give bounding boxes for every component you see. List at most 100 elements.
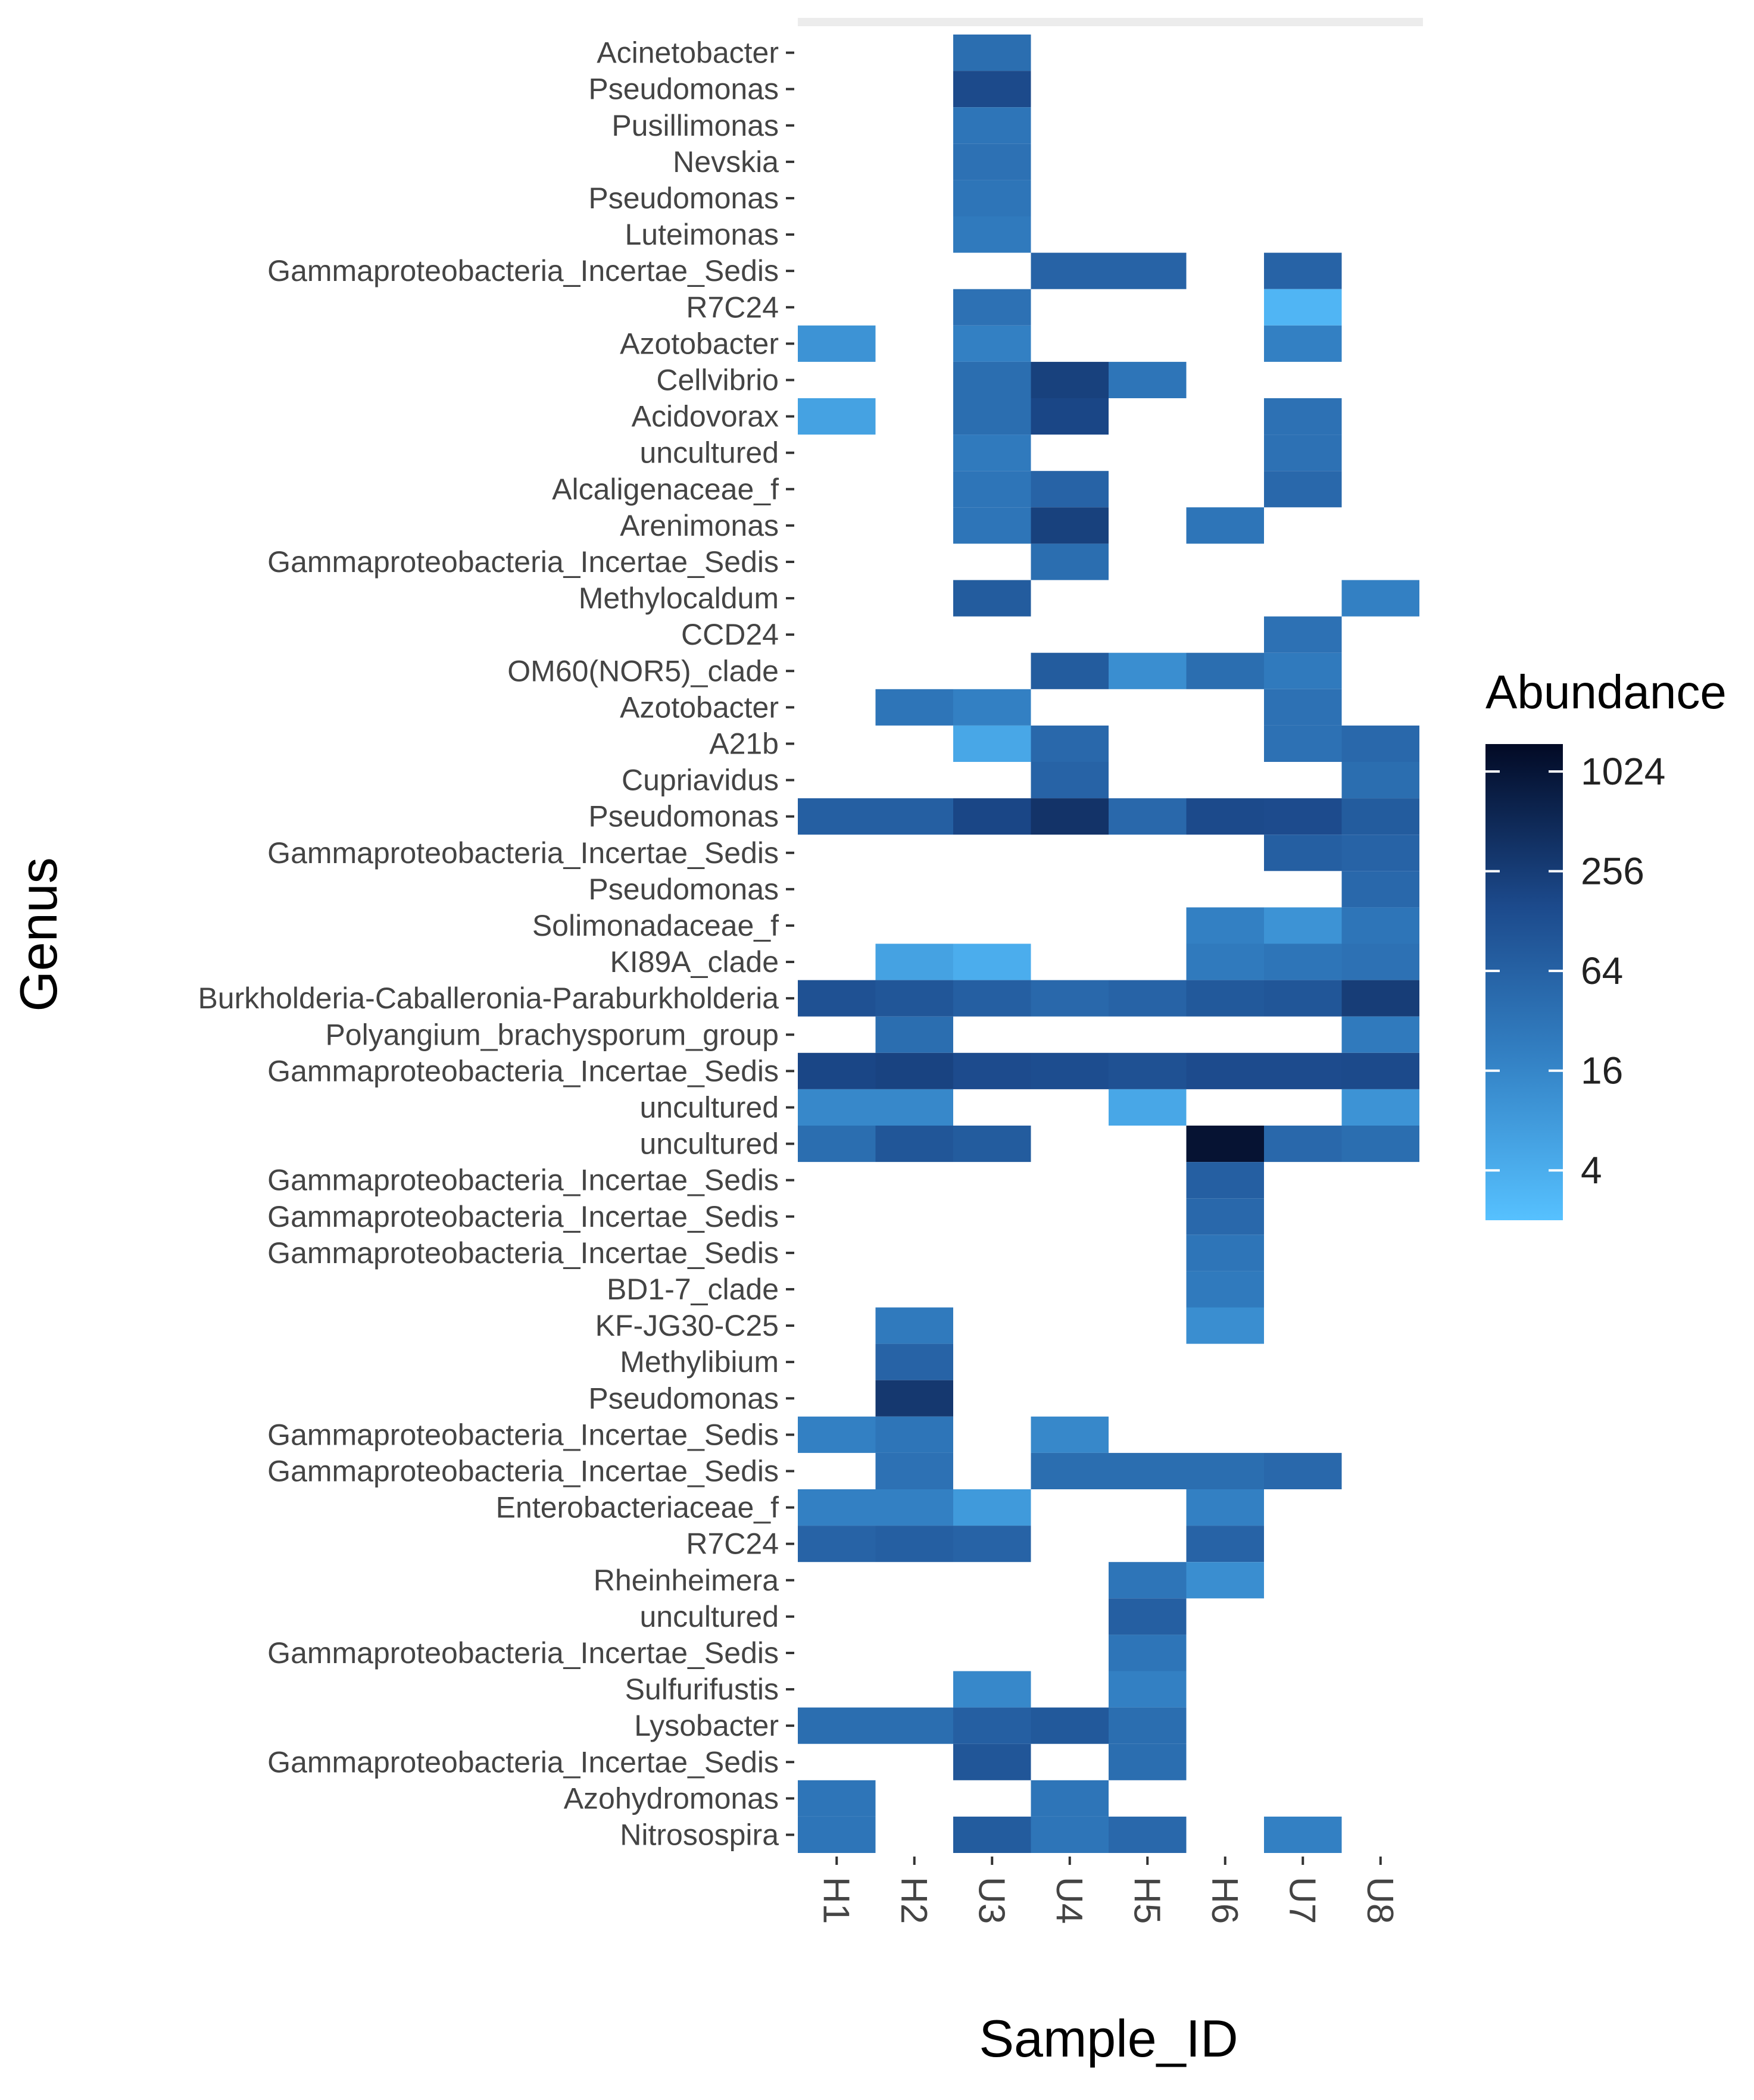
heatmap-cell — [1186, 652, 1264, 689]
heatmap-cell — [1264, 398, 1342, 435]
genus-label: A21b — [709, 727, 779, 760]
heatmap-cell — [1264, 616, 1342, 653]
heatmap-cell — [1341, 943, 1419, 980]
genus-label: KF-JG30-C25 — [595, 1309, 779, 1342]
heatmap-cell — [953, 398, 1031, 435]
heatmap-cell — [1109, 1089, 1187, 1126]
genus-label: uncultured — [640, 436, 779, 470]
color-legend: Abundance 4 16 64 256 1024 — [1485, 665, 1727, 1220]
heatmap-cell — [1341, 1016, 1419, 1053]
heatmap-cell — [1264, 1052, 1342, 1089]
heatmap-cell — [875, 1489, 953, 1526]
genus-label: Cupriavidus — [622, 764, 779, 797]
heatmap-cell — [1264, 798, 1342, 835]
heatmap-cell — [1264, 980, 1342, 1017]
heatmap-cell — [798, 1416, 876, 1453]
genus-label: Rheinheimera — [594, 1564, 779, 1597]
y-axis-title: Genus — [9, 857, 68, 1011]
genus-label: Gammaproteobacteria_Incertae_Sedis — [267, 1236, 779, 1270]
heatmap-cell — [1264, 835, 1342, 871]
sample-label: U4 — [1048, 1877, 1090, 1924]
genus-label: Methylibium — [620, 1345, 779, 1379]
genus-label: Pseudomonas — [588, 873, 779, 906]
heatmap-cell — [1109, 1452, 1187, 1489]
heatmap-cell — [1341, 798, 1419, 835]
heatmap-cell — [798, 980, 876, 1017]
heatmap-cell — [875, 980, 953, 1017]
panel-top-strip — [798, 18, 1423, 26]
genus-label: Burkholderia-Caballeronia-Paraburkholder… — [198, 982, 779, 1015]
x-axis: H1 H2 U3 U4 H5 H6 U7 U8 — [815, 1857, 1400, 1924]
legend-ticks: 4 16 64 256 1024 — [1485, 750, 1665, 1192]
heatmap-cell — [798, 398, 876, 435]
heatmap-cell — [1264, 689, 1342, 726]
heatmap-cell — [1109, 980, 1187, 1017]
heatmap-cell — [953, 943, 1031, 980]
heatmap-cell — [875, 689, 953, 726]
heatmap-cell — [1109, 361, 1187, 398]
heatmap-cell — [953, 107, 1031, 144]
genus-label: Solimonadaceae_f — [532, 909, 779, 942]
genus-label: Acidovorax — [632, 400, 779, 433]
genus-label: Azotobacter — [620, 690, 779, 724]
genus-label: Gammaproteobacteria_Incertae_Sedis — [267, 1454, 779, 1488]
genus-label: Lysobacter — [634, 1709, 779, 1742]
heatmap-cell — [1264, 1452, 1342, 1489]
heatmap-cell — [1341, 1089, 1419, 1126]
heatmap-cell — [1264, 907, 1342, 944]
heatmap-cell — [1031, 725, 1109, 762]
heatmap-cell — [798, 1489, 876, 1526]
heatmap-cell — [1264, 289, 1342, 326]
heatmap-cell — [875, 1016, 953, 1053]
genus-label: Methylocaldum — [579, 582, 779, 615]
genus-label: R7C24 — [686, 1527, 779, 1561]
heatmap-cell — [1031, 1780, 1109, 1817]
heatmap-cell — [1186, 1526, 1264, 1562]
genus-label: OM60(NOR5)_clade — [507, 654, 779, 688]
heatmap-cell — [798, 325, 876, 362]
heatmap-cell — [1109, 1816, 1187, 1853]
genus-label: Enterobacteriaceae_f — [496, 1491, 779, 1524]
genus-label: Sulfurifustis — [625, 1673, 779, 1706]
heatmap-cell — [1031, 1707, 1109, 1744]
heatmap-cell — [1109, 1707, 1187, 1744]
heatmap-cell — [1264, 1126, 1342, 1162]
heatmap-cell — [1186, 907, 1264, 944]
genus-label: Nitrosospira — [620, 1818, 779, 1851]
genus-label: Pseudomonas — [588, 1382, 779, 1415]
heatmap-cell — [953, 471, 1031, 508]
heatmap-cell — [1109, 652, 1187, 689]
heatmap-cell — [953, 725, 1031, 762]
sample-label: H5 — [1126, 1877, 1167, 1924]
heatmap-cell — [1031, 361, 1109, 398]
heatmap-cell — [798, 1526, 876, 1562]
heatmap-cell — [1031, 1416, 1109, 1453]
genus-label: Pseudomonas — [588, 182, 779, 215]
heatmap-cell — [1031, 1452, 1109, 1489]
heatmap-cell — [1186, 798, 1264, 835]
heatmap-cell — [1341, 980, 1419, 1017]
heatmap-cell — [1031, 652, 1109, 689]
heatmap-cell — [1186, 507, 1264, 544]
heatmap-cell — [953, 143, 1031, 180]
heatmap-cell — [1264, 725, 1342, 762]
genus-label: Gammaproteobacteria_Incertae_Sedis — [267, 1418, 779, 1451]
heatmap-cell — [1109, 1743, 1187, 1780]
genus-label: uncultured — [640, 1600, 779, 1633]
heatmap-cell — [1341, 835, 1419, 871]
heatmap-cell — [1031, 980, 1109, 1017]
heatmap-cell — [1264, 435, 1342, 471]
heatmap-cell — [875, 1526, 953, 1562]
heatmap-cell — [953, 180, 1031, 217]
heatmap-cell — [953, 325, 1031, 362]
heatmap-cell — [798, 1816, 876, 1853]
heatmap-cell — [875, 1307, 953, 1344]
heatmap-cell — [1341, 907, 1419, 944]
heatmap-cell — [1186, 1126, 1264, 1162]
heatmap-cell — [875, 943, 953, 980]
heatmap-cell — [1031, 1816, 1109, 1853]
heatmap-cell — [1031, 471, 1109, 508]
heatmap-cell — [1186, 1198, 1264, 1235]
heatmap-cell — [1031, 543, 1109, 580]
